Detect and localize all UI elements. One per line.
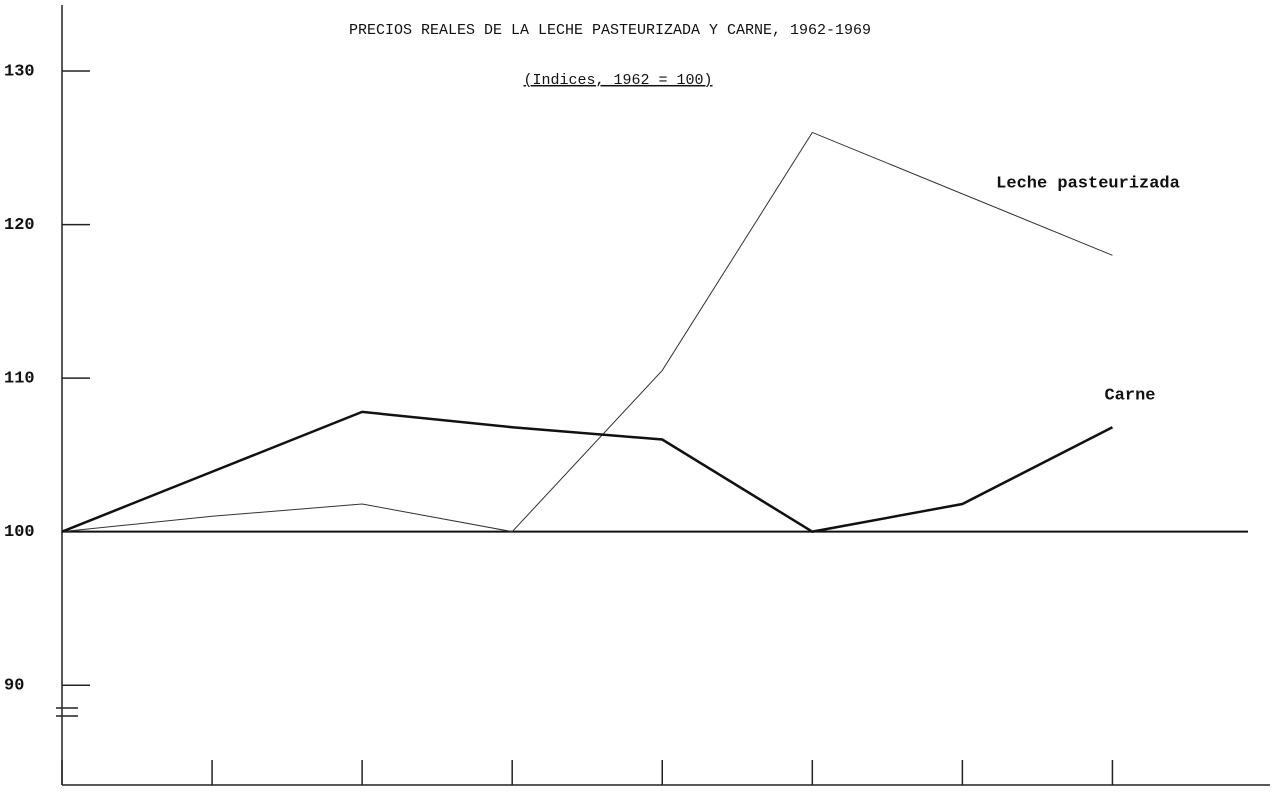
series-line [61,410,1113,533]
y-tick-label: 110 [4,370,35,389]
y-tick-label: 130 [4,63,35,82]
series-line [61,131,1113,533]
chart-title: PRECIOS REALES DE LA LECHE PASTEURIZADA … [349,22,871,39]
series-label: Carne [1104,386,1155,405]
y-tick-label: 90 [4,677,24,696]
series-label: Leche pasteurizada [996,174,1180,193]
y-tick-label: 100 [4,523,35,542]
chart-subtitle: (Indices, 1962 = 100) [523,72,712,89]
y-tick-label: 120 [4,216,35,235]
